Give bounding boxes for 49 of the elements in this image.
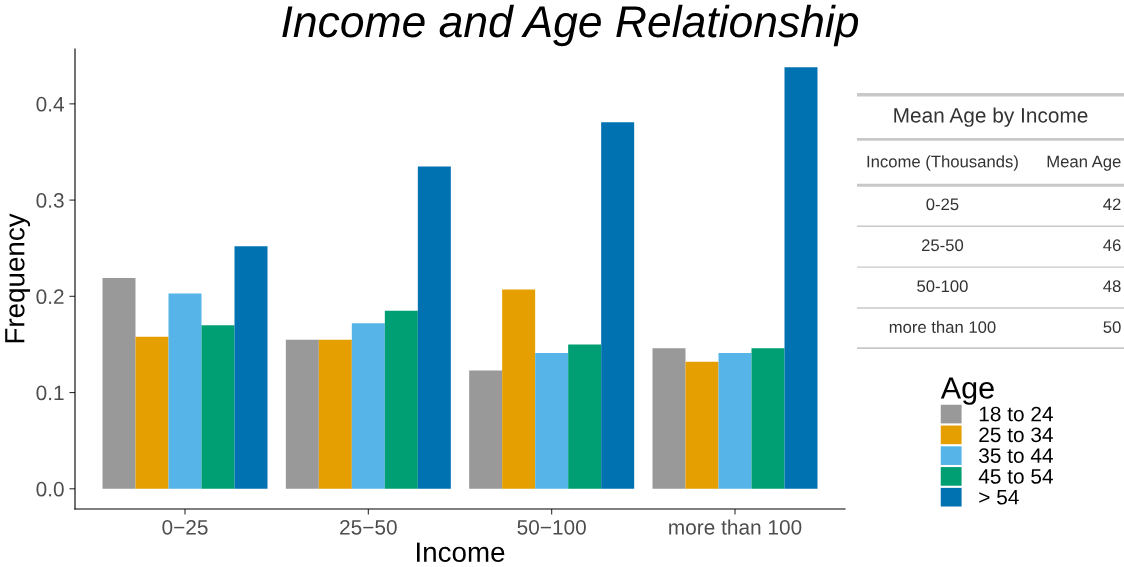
bar (318, 339, 352, 489)
y-tick-label: 0.2 (36, 289, 64, 305)
y-tick-label: 0.3 (36, 193, 64, 208)
y-tick-label: 0.1 (36, 385, 64, 401)
legend-title: Age (940, 377, 994, 405)
data-label: 46 (1103, 239, 1121, 252)
x-tick-label: 25−50 (340, 519, 397, 535)
chart-title: Income and Age Relationship (282, 4, 859, 47)
bar (502, 289, 536, 489)
bar (201, 325, 235, 489)
bar (469, 370, 503, 489)
category-label: more than 100 (889, 320, 996, 334)
bar (417, 166, 451, 489)
x-tick-label: 50−100 (517, 519, 586, 535)
bar (135, 336, 169, 489)
category-label: 50-100 (917, 280, 968, 293)
category-label: 0-25 (926, 198, 959, 211)
category-label: 25-50 (921, 239, 964, 252)
bar (685, 361, 719, 489)
y-axis-title: Frequency (5, 213, 31, 343)
data-label: 42 (1103, 198, 1121, 211)
x-axis-title: Income (417, 542, 505, 563)
legend-label: 35 to 44 (979, 448, 1053, 463)
y-tick-label: 0.4 (36, 96, 64, 112)
bar (168, 293, 202, 489)
bar (718, 353, 752, 489)
text: Mean Age by Income (894, 107, 1088, 127)
x-tick-label: more than 100 (669, 519, 802, 535)
x-tick-label: 0−25 (162, 519, 208, 535)
bar (234, 246, 268, 489)
bar (652, 348, 686, 489)
text: Income (Thousands) (867, 155, 1018, 171)
bar (285, 339, 319, 489)
data-label: 50 (1103, 321, 1121, 334)
legend-label: 45 to 54 (978, 469, 1053, 484)
bar (751, 348, 785, 489)
bar (102, 278, 136, 489)
legend-label: 18 to 24 (979, 406, 1053, 422)
legend-label: > 54 (979, 489, 1019, 505)
bar (784, 67, 818, 489)
bar (601, 122, 635, 489)
bar (384, 310, 418, 489)
data-label: 48 (1103, 280, 1121, 293)
bar (351, 323, 385, 489)
legend-label: 25 to 34 (979, 427, 1053, 443)
bar (535, 353, 569, 489)
y-tick-label: 0.0 (36, 481, 64, 497)
text: Mean Age (1047, 155, 1121, 171)
bar (568, 344, 602, 489)
